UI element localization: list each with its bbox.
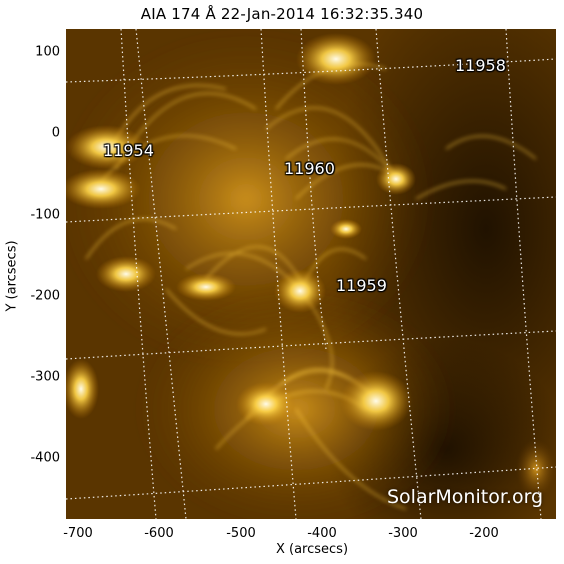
y-tick-label: 0 — [51, 125, 60, 141]
plot-title: AIA 174 Å 22-Jan-2014 16:32:35.340 — [140, 5, 424, 23]
bright-core — [376, 163, 416, 195]
bright-core — [330, 219, 362, 239]
x-tick-label: -600 — [144, 526, 174, 541]
x-tick-label: -300 — [388, 526, 418, 541]
bright-core — [66, 359, 99, 419]
x-axis-label: X (arcsecs) — [275, 542, 349, 557]
heliographic-grid — [66, 29, 556, 519]
x-tick-label: -500 — [226, 526, 256, 541]
x-tick-label: -700 — [63, 526, 93, 541]
solar-image-svg — [66, 29, 556, 519]
bright-core — [66, 169, 141, 209]
bright-core — [340, 371, 412, 431]
warm-glow — [136, 289, 456, 519]
active-region-label: 11960 — [284, 159, 335, 178]
active-region-label: 11959 — [336, 276, 387, 295]
y-axis-label: Y (arcsecs) — [4, 240, 20, 312]
bright-core — [296, 33, 376, 85]
bright-core — [236, 382, 296, 426]
solar-image — [66, 29, 556, 519]
bright-core — [176, 273, 236, 301]
bright-core — [274, 269, 326, 313]
x-tick-label: -200 — [469, 526, 499, 541]
x-tick-label: -400 — [307, 526, 337, 541]
bright-core — [96, 256, 156, 292]
active-region-label: 11958 — [455, 56, 506, 75]
y-tick-label: -400 — [30, 450, 60, 466]
y-tick-label: -200 — [30, 288, 60, 304]
bright-core — [516, 439, 556, 499]
watermark: SolarMonitor.org — [387, 486, 544, 508]
active-region-label: 11954 — [103, 141, 154, 160]
bright-core — [66, 125, 146, 169]
y-tick-label: -300 — [30, 369, 60, 385]
y-tick-label: 100 — [35, 44, 60, 60]
y-tick-label: -100 — [30, 207, 60, 223]
